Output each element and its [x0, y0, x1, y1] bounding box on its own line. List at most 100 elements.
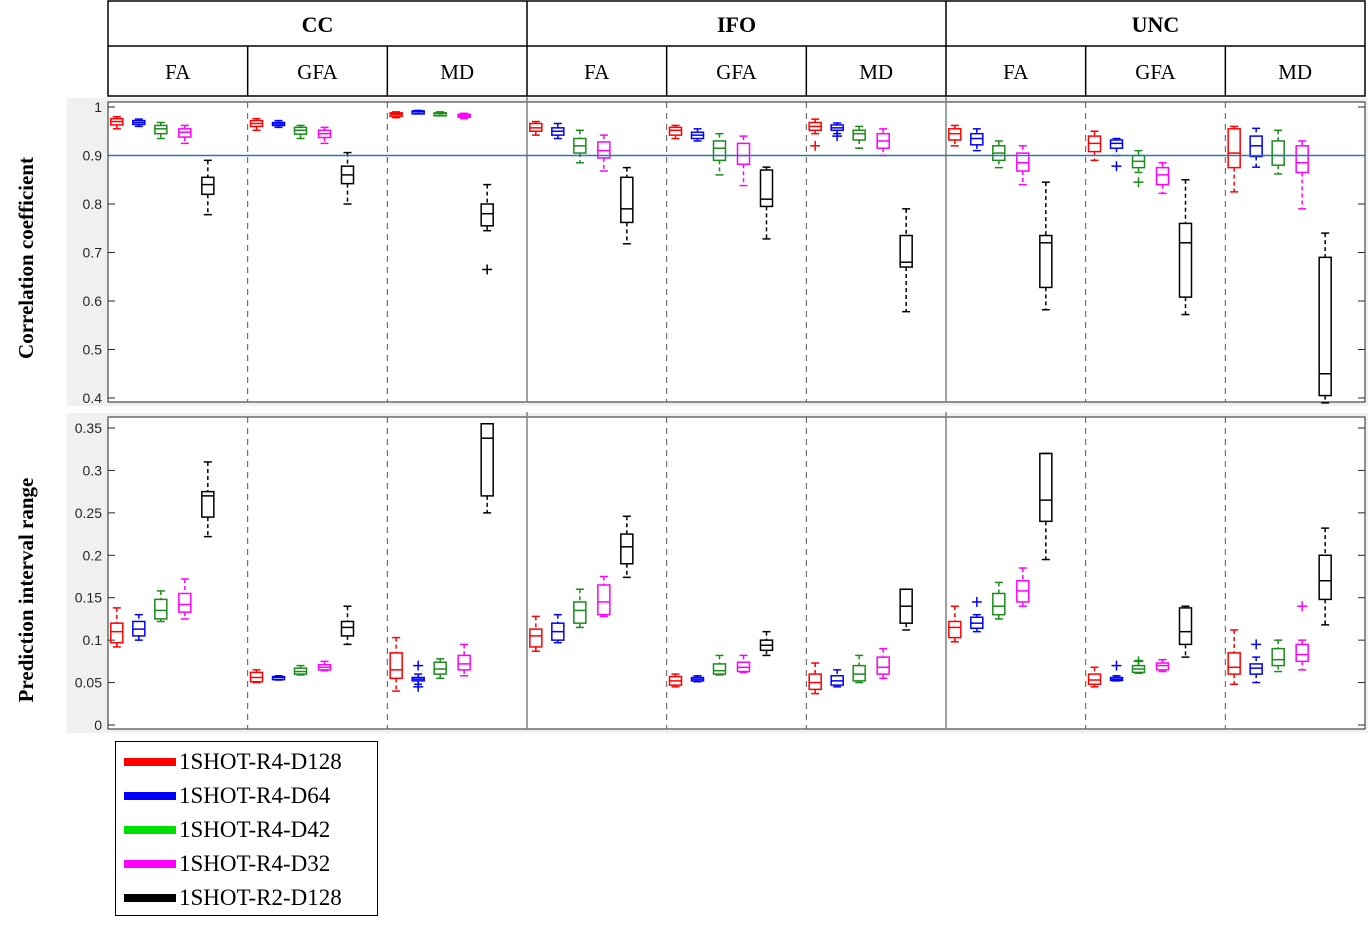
box-1SHOT-R4-D32: [1155, 658, 1170, 673]
box-1SHOT-R4-D128: [529, 120, 543, 136]
box-body: [759, 169, 774, 208]
box-1SHOT-R2-D128: [1178, 179, 1193, 316]
box-body: [808, 673, 822, 691]
box-1SHOT-R2-D128: [899, 208, 913, 313]
box-1SHOT-R2-D128: [1318, 527, 1332, 626]
box-1SHOT-R4-D128: [389, 111, 403, 119]
box-1SHOT-R4-D64: [271, 119, 286, 129]
box-body: [1155, 166, 1170, 186]
box-body: [154, 598, 168, 620]
y-tick-label: 0: [94, 717, 102, 733]
y-tick-label: 1: [94, 99, 102, 115]
legend-swatch: [124, 758, 176, 766]
y-tick-label: 0.6: [83, 293, 103, 309]
box-body: [201, 490, 215, 518]
y-tick-label: 0.8: [83, 196, 103, 212]
y-tick-label: 0.7: [83, 245, 103, 261]
box-1SHOT-R4-D42: [154, 121, 168, 140]
box-body: [433, 661, 447, 675]
box-body: [1271, 140, 1285, 166]
metric-label: MD: [1278, 60, 1312, 84]
legend-label: 1SHOT-R4-D32: [179, 851, 331, 876]
box-body: [110, 622, 124, 644]
box-body: [620, 176, 634, 224]
header-frame: [107, 0, 1366, 97]
correlation-panel: 1 0.9 0.8 0.7 0.6 0.5 0.4 Correlation coefficie…: [14, 97, 1368, 406]
box-1SHOT-R4-D32: [876, 647, 890, 680]
legend-swatch: [124, 860, 176, 868]
box-body: [1318, 256, 1332, 397]
prediction-interval-panel: 0.35 0.3 0.25 0.2 0.15 0.1 0.05 0 Prediction int…: [14, 412, 1368, 733]
box-1SHOT-R4-D32: [597, 134, 611, 172]
box-1SHOT-R2-D128: [1178, 605, 1193, 658]
box-body: [948, 620, 962, 639]
box-1SHOT-R4-D128: [808, 118, 822, 151]
box-1SHOT-R2-D128: [1318, 232, 1332, 404]
box-1SHOT-R2-D128: [480, 423, 494, 514]
legend-item: 1SHOT-R4-D128: [124, 749, 342, 775]
metric-label: GFA: [716, 60, 757, 84]
box-body: [1039, 452, 1053, 523]
y-tick-label: 0.05: [75, 675, 102, 691]
y-tick-label: 0.25: [75, 505, 102, 521]
group-label: UNC: [1132, 12, 1180, 37]
box-1SHOT-R4-D128: [389, 636, 403, 692]
plot-area: [107, 101, 1366, 403]
metric-label: FA: [165, 60, 191, 84]
box-1SHOT-R2-D128: [1039, 452, 1053, 561]
box-1SHOT-R4-D42: [712, 132, 727, 176]
box-1SHOT-R2-D128: [620, 515, 634, 579]
box-1SHOT-R4-D32: [457, 643, 471, 677]
box-1SHOT-R4-D64: [1109, 660, 1124, 682]
box-1SHOT-R2-D128: [759, 630, 774, 657]
box-body: [457, 654, 471, 671]
box-1SHOT-R4-D128: [249, 669, 264, 684]
box-1SHOT-R4-D42: [433, 111, 447, 117]
box-body: [1295, 145, 1309, 174]
box-1SHOT-R4-D128: [110, 607, 124, 648]
box-1SHOT-R4-D64: [551, 613, 565, 644]
box-1SHOT-R4-D128: [1227, 629, 1241, 686]
box-1SHOT-R4-D128: [948, 124, 962, 147]
box-body: [668, 126, 683, 136]
box-1SHOT-R4-D64: [830, 122, 844, 142]
box-1SHOT-R4-D42: [992, 581, 1006, 620]
box-1SHOT-R4-D32: [457, 112, 471, 120]
y-axis-label: Prediction interval range: [14, 478, 38, 703]
y-tick-label: 0.4: [83, 390, 103, 406]
box-1SHOT-R4-D32: [1155, 162, 1170, 195]
box-1SHOT-R2-D128: [480, 183, 494, 275]
metric-label: GFA: [297, 60, 338, 84]
box-body: [852, 664, 866, 682]
legend-label: 1SHOT-R2-D128: [179, 885, 342, 910]
box-plot-panels: 1 0.9 0.8 0.7 0.6 0.5 0.4 Correlation coefficie…: [14, 97, 1368, 733]
box-body: [1155, 662, 1170, 671]
box-body: [529, 628, 543, 648]
box-1SHOT-R4-D64: [1249, 639, 1263, 684]
box-1SHOT-R4-D64: [271, 675, 286, 681]
legend-swatch: [124, 826, 176, 834]
box-1SHOT-R4-D128: [110, 115, 124, 130]
legend-swatch: [124, 894, 176, 902]
box-1SHOT-R4-D42: [712, 654, 727, 676]
box-1SHOT-R4-D42: [1271, 639, 1285, 673]
box-1SHOT-R4-D32: [1016, 567, 1030, 607]
box-1SHOT-R4-D64: [1249, 127, 1263, 168]
box-1SHOT-R4-D128: [668, 673, 683, 688]
box-body: [876, 656, 890, 675]
box-1SHOT-R2-D128: [201, 159, 215, 216]
y-tick-label: 0.2: [83, 547, 103, 563]
box-1SHOT-R4-D32: [178, 124, 192, 145]
box-1SHOT-R2-D128: [759, 166, 774, 240]
box-body: [597, 584, 611, 616]
box-1SHOT-R4-D64: [970, 128, 984, 152]
box-1SHOT-R4-D64: [690, 675, 705, 683]
legend-label: 1SHOT-R4-D64: [179, 783, 331, 808]
box-1SHOT-R4-D64: [970, 596, 984, 633]
metric-label: FA: [584, 60, 610, 84]
group-label: CC: [302, 12, 334, 37]
metric-label: MD: [859, 60, 893, 84]
metric-label: GFA: [1135, 60, 1176, 84]
box-1SHOT-R4-D64: [830, 669, 844, 688]
box-body: [899, 234, 913, 268]
